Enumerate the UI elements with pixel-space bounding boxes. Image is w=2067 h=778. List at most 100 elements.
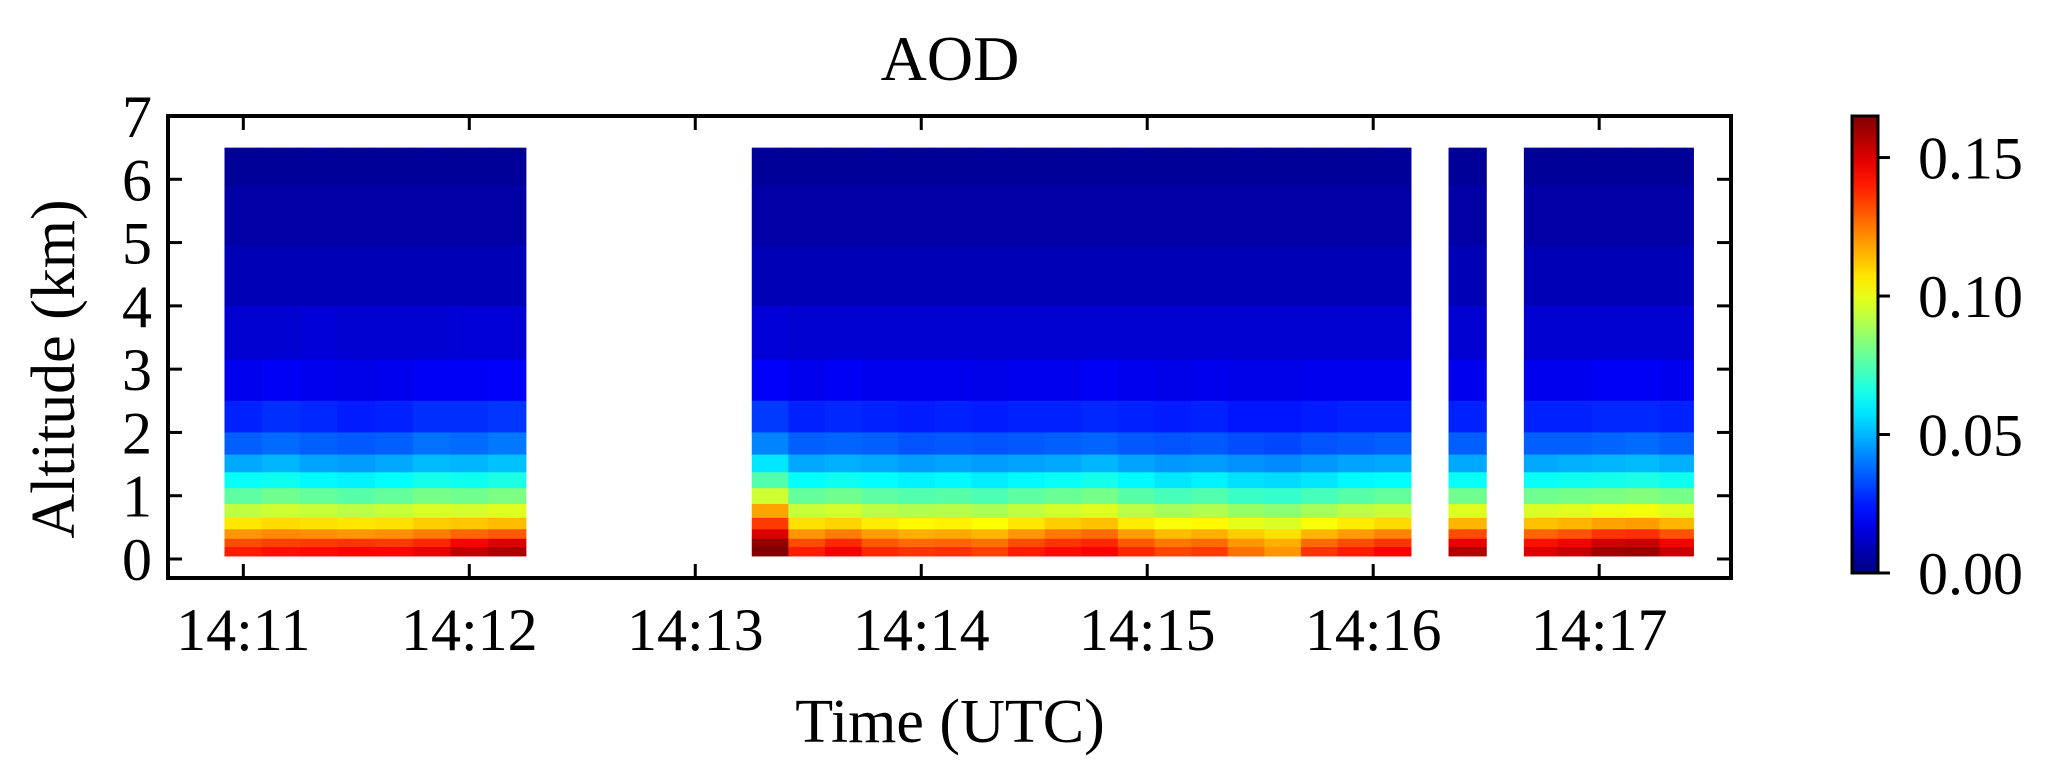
heatmap-cell xyxy=(898,454,936,473)
heatmap-cell xyxy=(825,503,863,519)
heatmap-cell xyxy=(1264,546,1302,557)
heatmap-cell xyxy=(299,538,339,548)
heatmap-cell xyxy=(1264,359,1302,402)
heatmap-cell xyxy=(825,147,863,187)
heatmap-cell xyxy=(1591,488,1627,505)
heatmap-cell xyxy=(1448,488,1487,505)
heatmap-cell xyxy=(412,432,452,456)
heatmap-cell xyxy=(337,454,376,473)
heatmap-cell xyxy=(1044,538,1082,548)
heatmap-cell xyxy=(337,546,376,557)
heatmap-cell xyxy=(1448,529,1487,540)
heatmap-cell xyxy=(1227,529,1266,540)
heatmap-cell xyxy=(1448,400,1487,434)
x-tick-label: 14:13 xyxy=(627,597,764,663)
heatmap-cell xyxy=(1154,432,1192,456)
heatmap-cell xyxy=(1659,517,1694,530)
heatmap-cell xyxy=(1227,245,1266,307)
heatmap-cell xyxy=(299,245,339,307)
heatmap-cell xyxy=(1374,529,1412,540)
heatmap-cell xyxy=(1154,546,1192,557)
heatmap-cell xyxy=(971,546,1009,557)
heatmap-cell xyxy=(299,546,339,557)
heatmap-cell xyxy=(1264,488,1302,505)
heatmap-cell xyxy=(1591,359,1627,402)
heatmap-cell xyxy=(1081,400,1119,434)
heatmap-cell xyxy=(1301,546,1339,557)
heatmap-cell xyxy=(224,529,263,540)
heatmap-cell xyxy=(934,305,973,361)
colorbar-tick-label: 0.00 xyxy=(1918,541,2023,607)
heatmap-cell xyxy=(1008,503,1046,519)
heatmap-cell xyxy=(898,400,936,434)
heatmap-cell xyxy=(751,147,789,187)
heatmap-cell xyxy=(788,454,826,473)
heatmap-cell xyxy=(1154,472,1192,489)
heatmap-cell xyxy=(934,147,973,187)
heatmap-cell xyxy=(262,454,301,473)
heatmap-cell xyxy=(412,472,452,489)
heatmap-cell xyxy=(971,517,1009,530)
heatmap-cell xyxy=(1374,305,1412,361)
plot-frame xyxy=(166,114,1733,580)
heatmap-cell xyxy=(898,503,936,519)
heatmap-cell xyxy=(861,488,899,505)
heatmap-cell xyxy=(1523,305,1559,361)
heatmap-cell xyxy=(375,400,414,434)
heatmap-cell xyxy=(1557,472,1593,489)
heatmap-cell xyxy=(1191,538,1229,548)
heatmap-cell xyxy=(1264,472,1302,489)
heatmap-cell xyxy=(1557,529,1593,540)
heatmap-cell xyxy=(1523,400,1559,434)
heatmap-cell xyxy=(299,185,339,247)
heatmap-cell xyxy=(375,517,414,530)
heatmap-cell xyxy=(1591,503,1627,519)
heatmap-cell xyxy=(825,454,863,473)
heatmap-cell xyxy=(1557,305,1593,361)
heatmap-cell xyxy=(1191,359,1229,402)
heatmap-cell xyxy=(751,305,789,361)
heatmap-cell xyxy=(825,472,863,489)
heatmap-cell xyxy=(825,432,863,456)
heatmap-cell xyxy=(1301,529,1339,540)
heatmap-cell xyxy=(1625,538,1661,548)
heatmap-cell xyxy=(825,546,863,557)
heatmap-cell xyxy=(1008,472,1046,489)
heatmap-cell xyxy=(1301,147,1339,187)
heatmap-cell xyxy=(412,359,452,402)
heatmap-cell xyxy=(1625,400,1661,434)
heatmap-cell xyxy=(488,472,527,489)
heatmap-cell xyxy=(1448,517,1487,530)
heatmap-cell xyxy=(1154,538,1192,548)
heatmap-cell xyxy=(412,185,452,247)
heatmap-cell xyxy=(375,245,414,307)
heatmap-cell xyxy=(375,529,414,540)
heatmap-cell xyxy=(450,529,489,540)
x-tick-label: 14:17 xyxy=(1531,597,1668,663)
heatmap-cell xyxy=(825,359,863,402)
heatmap-cell xyxy=(788,432,826,456)
heatmap-cell xyxy=(1117,472,1156,489)
heatmap-cell xyxy=(1008,546,1046,557)
heatmap-cell xyxy=(1301,305,1339,361)
heatmap-cell xyxy=(1044,529,1082,540)
heatmap-cell xyxy=(898,538,936,548)
heatmap-cell xyxy=(971,488,1009,505)
heatmap-cell xyxy=(488,147,527,187)
heatmap-cell xyxy=(788,359,826,402)
heatmap-cell xyxy=(1154,359,1192,402)
heatmap-cell xyxy=(1117,185,1156,247)
heatmap-cell xyxy=(861,529,899,540)
heatmap-cell xyxy=(262,472,301,489)
heatmap-cell xyxy=(1337,488,1375,505)
heatmap-cell xyxy=(1264,538,1302,548)
heatmap-cell xyxy=(1191,245,1229,307)
heatmap-cell xyxy=(1117,538,1156,548)
heatmap-cell xyxy=(1523,546,1559,557)
heatmap-cell xyxy=(1191,400,1229,434)
heatmap-cell xyxy=(488,432,527,456)
heatmap-cell xyxy=(224,546,263,557)
heatmap-cell xyxy=(788,245,826,307)
